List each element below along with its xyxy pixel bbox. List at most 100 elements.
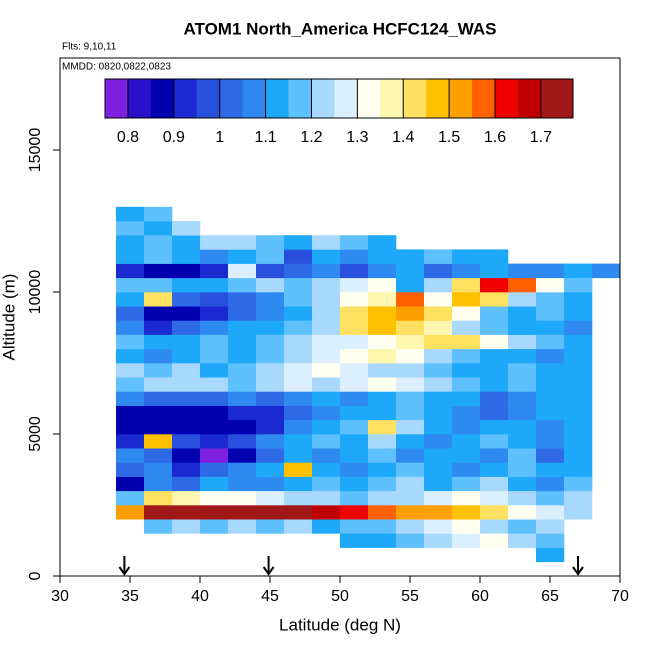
heatmap-cell: [116, 391, 145, 406]
heatmap-cell: [144, 306, 173, 321]
heatmap-cell: [340, 490, 369, 506]
heatmap-cell: [228, 490, 257, 506]
heatmap-cell: [424, 306, 453, 321]
colorbar-tick-label: 1.3: [346, 129, 368, 146]
heatmap-cell: [200, 306, 229, 321]
heatmap-cell: [144, 490, 173, 506]
heatmap-cell: [508, 434, 537, 449]
heatmap-cell: [116, 263, 145, 279]
heatmap-cell: [480, 505, 509, 520]
heatmap-cell: [396, 363, 425, 378]
heatmap-cell: [172, 505, 201, 520]
colorbar-swatch: [265, 79, 289, 118]
heatmap-cell: [172, 249, 201, 264]
heatmap-cell: [172, 235, 201, 250]
heatmap-cell: [172, 476, 201, 492]
heatmap-cell: [424, 419, 453, 435]
heatmap-cell: [200, 505, 229, 520]
heatmap-cell: [368, 292, 397, 307]
heatmap-cell: [396, 490, 425, 506]
heatmap-cell: [424, 448, 453, 463]
heatmap-cell: [368, 363, 397, 378]
heatmap-cell: [480, 249, 509, 264]
heatmap-cell: [536, 462, 565, 477]
heatmap-cell: [452, 405, 481, 421]
heatmap-cell: [200, 419, 229, 435]
heatmap-cell: [564, 263, 593, 279]
heatmap-cell: [284, 476, 313, 492]
heatmap-cell: [172, 462, 201, 477]
heatmap-cell: [256, 235, 285, 250]
heatmap-cell: [256, 476, 285, 492]
heatmap-cell: [452, 377, 481, 392]
annotation: MMDD: 0820,0822,0823: [62, 62, 171, 73]
heatmap-cell: [340, 363, 369, 378]
heatmap-cell: [144, 206, 173, 222]
heatmap-cell: [116, 292, 145, 307]
heatmap-cell: [312, 277, 341, 293]
heatmap-cell: [256, 490, 285, 506]
heatmap-cell: [312, 490, 341, 506]
heatmap-cell: [284, 434, 313, 449]
heatmap-cell: [312, 462, 341, 477]
y-tick-label: 15000: [27, 128, 44, 173]
heatmap-cell: [116, 235, 145, 250]
heatmap-cell: [200, 448, 229, 463]
heatmap-cell: [284, 263, 313, 279]
x-tick-label: 50: [331, 588, 349, 605]
heatmap-cell: [564, 476, 593, 492]
heatmap-cell: [256, 405, 285, 421]
x-tick-label: 35: [121, 588, 139, 605]
heatmap-cell: [256, 249, 285, 264]
heatmap-cell: [340, 235, 369, 250]
colorbar-tick-label: 1.2: [300, 129, 322, 146]
arrow-head: [262, 566, 275, 576]
heatmap-cell: [480, 320, 509, 335]
heatmap-cell: [228, 377, 257, 392]
heatmap-cell: [172, 405, 201, 421]
heatmap-cell: [228, 292, 257, 307]
colorbar-tick-label: 1.1: [254, 129, 276, 146]
heatmap-cell: [508, 363, 537, 378]
heatmap-cell: [564, 490, 593, 506]
heatmap-cell: [144, 334, 173, 350]
heatmap-cell: [228, 519, 257, 534]
heatmap-cell: [340, 292, 369, 307]
heatmap-cell: [424, 490, 453, 506]
heatmap-cell: [340, 391, 369, 406]
heatmap-cell: [256, 391, 285, 406]
colorbar-swatch: [426, 79, 450, 118]
heatmap-cell: [452, 292, 481, 307]
colorbar-swatch: [196, 79, 221, 118]
heatmap-cell: [116, 334, 145, 350]
heatmap-cell: [368, 334, 397, 350]
heatmap-cell: [200, 363, 229, 378]
heatmap-cell: [200, 377, 229, 392]
heatmap-cell: [452, 434, 481, 449]
heatmap-cell: [396, 334, 425, 350]
heatmap-cell: [564, 419, 593, 435]
heatmap-cell: [396, 476, 425, 492]
heatmap-cell: [340, 476, 369, 492]
heatmap-cell: [284, 320, 313, 335]
heatmap-cell: [312, 476, 341, 492]
heatmap-cell: [284, 462, 313, 477]
colorbar-swatch: [380, 79, 404, 118]
heatmap-cell: [228, 391, 257, 406]
x-tick-label: 55: [401, 588, 419, 605]
heatmap-cell: [312, 249, 341, 264]
heatmap-cell: [200, 320, 229, 335]
heatmap-cell: [452, 391, 481, 406]
heatmap-cell: [452, 519, 481, 534]
heatmap-cell: [396, 462, 425, 477]
heatmap-cell: [284, 249, 313, 264]
heatmap-cell: [312, 363, 341, 378]
heatmap-cell: [536, 434, 565, 449]
heatmap-cell: [312, 419, 341, 435]
heatmap-cell: [200, 348, 229, 364]
heatmap-cell: [144, 292, 173, 307]
heatmap-cell: [200, 462, 229, 477]
heatmap-cell: [452, 490, 481, 506]
heatmap-cell: [564, 377, 593, 392]
